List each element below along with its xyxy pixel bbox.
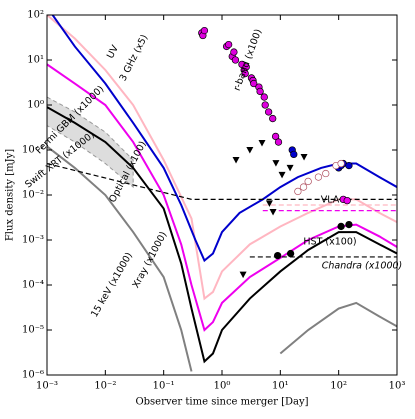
data-point	[256, 87, 264, 96]
annotation: VLA	[321, 195, 340, 206]
upper-limit	[239, 271, 247, 279]
y-tick-label: 10⁰	[27, 100, 44, 111]
data-point	[200, 26, 209, 35]
y-tick-label: 10⁻²	[22, 190, 44, 201]
annotation: HST (x100)	[303, 237, 356, 248]
upper-limit	[286, 164, 294, 172]
data-point	[290, 150, 298, 159]
x-tick-label: 10⁰	[214, 381, 231, 392]
data-point	[337, 159, 345, 168]
data-point	[271, 132, 280, 141]
model-curve	[47, 145, 397, 372]
data-point	[269, 114, 277, 123]
data-point	[231, 56, 240, 64]
y-tick-label: 10²	[27, 10, 44, 21]
data-point	[304, 177, 312, 186]
data-point	[345, 220, 353, 229]
y-tick-label: 10⁻³	[22, 235, 44, 246]
annotation: 3 GHz (x5)	[118, 33, 151, 83]
plot-area	[47, 15, 397, 372]
data-point	[314, 173, 323, 181]
data-point	[261, 101, 269, 109]
x-tick-label: 10¹	[272, 381, 289, 392]
x-tick-label: 10⁻¹	[153, 381, 175, 392]
data-point	[286, 249, 295, 258]
data-point	[230, 48, 238, 56]
upper-limit	[272, 160, 280, 167]
data-point	[242, 63, 250, 71]
upper-limit	[300, 153, 308, 161]
data-point	[260, 93, 268, 101]
x-tick-label: 10²	[330, 381, 347, 392]
upper-limit	[269, 208, 277, 216]
y-tick-label: 10⁻¹	[22, 145, 44, 156]
x-tick-label: 10³	[389, 381, 406, 392]
data-point	[345, 161, 353, 170]
data-point	[274, 138, 283, 146]
annotation: Chandra (x1000)	[322, 261, 403, 272]
y-axis-label: Flux density [mJy]	[5, 149, 16, 241]
model-curve	[47, 106, 397, 364]
plot-frame	[46, 14, 398, 376]
limit-line	[47, 162, 397, 200]
data-point	[337, 222, 345, 231]
upper-limit	[278, 171, 286, 179]
x-axis-label: Observer time since merger [Day]	[135, 397, 308, 408]
annotation: 15 keV (x1000)	[89, 251, 135, 320]
y-tick-label: 10⁻⁵	[22, 325, 44, 336]
data-point	[294, 187, 302, 196]
annotation: Swift XRT (x1000)	[23, 130, 97, 191]
data-point	[343, 196, 351, 205]
upper-limit	[265, 200, 273, 207]
annotation: UV	[105, 43, 121, 60]
y-tick-label: 10⁻⁶	[22, 370, 44, 381]
data-point	[264, 108, 273, 116]
data-point	[250, 79, 258, 88]
y-tick-label: 10¹	[27, 55, 44, 66]
x-tick-label: 10⁻³	[36, 381, 58, 392]
annotation: Xray (x1000)	[131, 230, 170, 290]
upper-limit	[258, 140, 266, 147]
data-point	[322, 169, 330, 178]
upper-limit	[246, 147, 254, 154]
data-point	[274, 251, 282, 260]
x-tick-label: 10⁻²	[94, 381, 116, 392]
data-point	[224, 40, 233, 49]
data-point	[299, 183, 308, 191]
y-tick-label: 10⁻⁴	[22, 280, 44, 291]
upper-limit	[232, 156, 240, 164]
